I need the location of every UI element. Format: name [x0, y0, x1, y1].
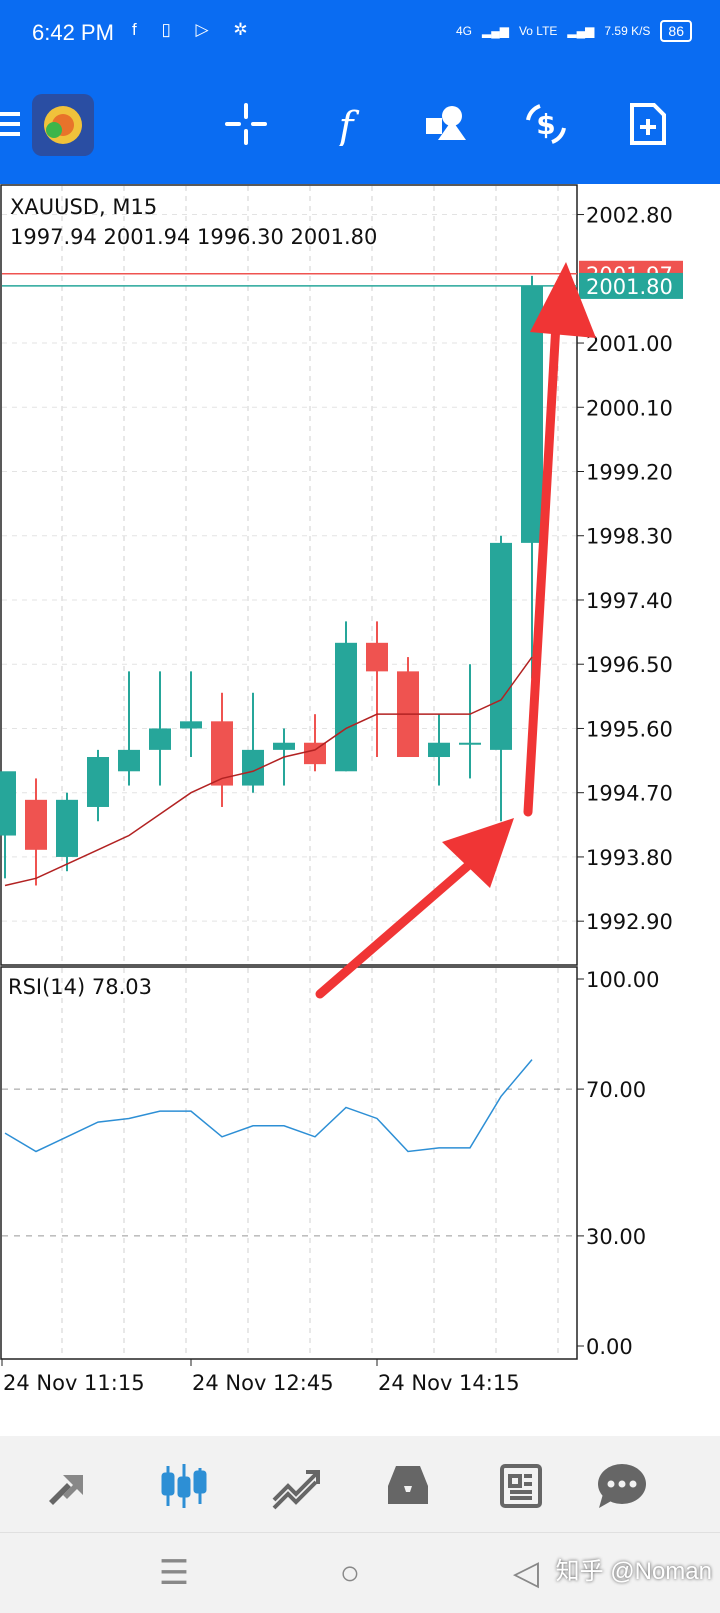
messages-icon[interactable]: [594, 1458, 650, 1514]
price-tick-label: 1992.90: [586, 910, 673, 934]
chart-area[interactable]: XAUUSD, M15 1997.94 2001.94 1996.30 2001…: [0, 184, 720, 1436]
bid-label-box: [579, 272, 683, 299]
candle-body: [56, 799, 78, 857]
candle-body: [180, 721, 202, 729]
candle-body: [490, 542, 512, 750]
price-tick-label: 2000.10: [586, 396, 673, 420]
time-tick-label: 24 Nov 12:45: [192, 1371, 334, 1395]
price-tick-label: 1993.80: [586, 846, 673, 870]
candle-body: [521, 285, 543, 543]
top-toolbar: f $: [0, 72, 720, 184]
chart-icon[interactable]: [156, 1458, 212, 1514]
rsi-tick-label: 0.00: [586, 1335, 633, 1359]
status-bar: 6:42 PM f ▯ ▷ ✲ 4G ▂▄▆ Vo LTE ▂▄▆ 7.59 K…: [0, 0, 720, 72]
price-lines: 2001.972001.80: [2, 260, 683, 299]
candle-body: [273, 742, 295, 750]
bid-label: 2001.80: [586, 275, 673, 299]
ohlc-label: 1997.94 2001.94 1996.30 2001.80: [10, 225, 377, 249]
menu-icon[interactable]: [0, 112, 20, 142]
system-nav-bar: ☰ ○ ◁ 知乎 @Noman: [0, 1532, 720, 1613]
quotes-icon[interactable]: [42, 1458, 98, 1514]
network-volte-label: Vo LTE: [518, 24, 558, 38]
candle-body: [0, 771, 16, 836]
candles: [0, 275, 543, 886]
rsi-indicator: 100.00 70.00 30.00 0.00: [2, 968, 659, 1359]
objects-icon[interactable]: [418, 96, 474, 152]
signal-bars-2-icon: ▂▄▆: [567, 24, 595, 38]
network-4g-label: 4G: [455, 24, 472, 38]
chart-svg[interactable]: XAUUSD, M15 1997.94 2001.94 1996.30 2001…: [0, 184, 720, 1436]
candle-body: [459, 742, 481, 745]
trade-icon[interactable]: $: [518, 96, 574, 152]
app-logo[interactable]: [32, 94, 94, 156]
rsi-tick-label: 30.00: [586, 1225, 646, 1249]
speed-label: 7.59 K/S: [604, 24, 651, 38]
candle-body: [304, 742, 326, 765]
status-notification-icons: f ▯ ▷ ✲: [132, 20, 258, 39]
rsi-label: RSI(14) 78.03: [8, 975, 152, 999]
bottom-nav: [0, 1436, 720, 1532]
candle-body: [118, 749, 140, 772]
ma-line: [4, 656, 533, 887]
watermark: 知乎 @Noman: [555, 1558, 712, 1585]
rsi-tick-label: 70.00: [586, 1078, 646, 1102]
candle-body: [87, 757, 109, 807]
price-tick-label: 1998.30: [586, 525, 673, 549]
price-tick-label: 1999.20: [586, 461, 673, 485]
crosshair-icon[interactable]: [218, 96, 274, 152]
rsi-pane-border: [0, 966, 578, 1360]
news-icon[interactable]: [492, 1458, 548, 1514]
history-icon[interactable]: [380, 1458, 436, 1514]
arrow-shaft: [315, 859, 475, 999]
chart-grid: [2, 186, 576, 1358]
price-tick-label: 1994.70: [586, 782, 673, 806]
status-time: 6:42 PM: [32, 20, 114, 45]
arrow-shaft: [523, 319, 561, 817]
candle-body: [366, 642, 388, 672]
candle-body: [242, 749, 264, 786]
moving-average: [4, 656, 533, 887]
candle-body: [25, 799, 47, 850]
time-axis: 24 Nov 11:15 24 Nov 12:45 24 Nov 14:15: [1, 1359, 520, 1395]
arrow-head: [442, 818, 514, 888]
signal-bars-icon: ▂▄▆: [481, 24, 509, 38]
battery-icon: 86: [660, 20, 692, 42]
annotation-arrows: [315, 262, 596, 999]
home-button[interactable]: ○: [339, 1553, 361, 1592]
new-order-icon[interactable]: [620, 96, 676, 152]
price-tick-label: 1996.50: [586, 653, 673, 677]
recent-apps-button[interactable]: ☰: [158, 1554, 190, 1592]
candle-body: [335, 642, 357, 772]
arrow-head: [530, 262, 596, 338]
rsi-tick-label: 100.00: [586, 968, 659, 992]
price-tick-label: 2002.80: [586, 204, 673, 228]
function-icon[interactable]: f: [318, 96, 374, 152]
time-tick-label: 24 Nov 14:15: [378, 1371, 520, 1395]
symbol-label: XAUUSD, M15: [10, 195, 157, 219]
candle-body: [211, 721, 233, 786]
price-tick-label: 1997.40: [586, 589, 673, 613]
svg-text:$: $: [536, 108, 555, 141]
status-right: 4G ▂▄▆ Vo LTE ▂▄▆ 7.59 K/S 86: [456, 20, 692, 42]
trade-icon-nav[interactable]: [268, 1458, 324, 1514]
svg-text:f: f: [336, 104, 360, 146]
candle-body: [428, 742, 450, 758]
price-tick-label: 2001.00: [586, 332, 673, 356]
back-button[interactable]: ◁: [512, 1554, 540, 1592]
time-tick-label: 24 Nov 11:15: [3, 1371, 145, 1395]
price-tick-label: 1995.60: [586, 717, 673, 741]
price-axis: 2002.80 2001.00 2000.10 1999.20 1998.30 1997.…: [577, 204, 673, 934]
candle-body: [149, 728, 171, 750]
main-pane-border: [0, 184, 578, 966]
rsi-line: [4, 1059, 533, 1153]
